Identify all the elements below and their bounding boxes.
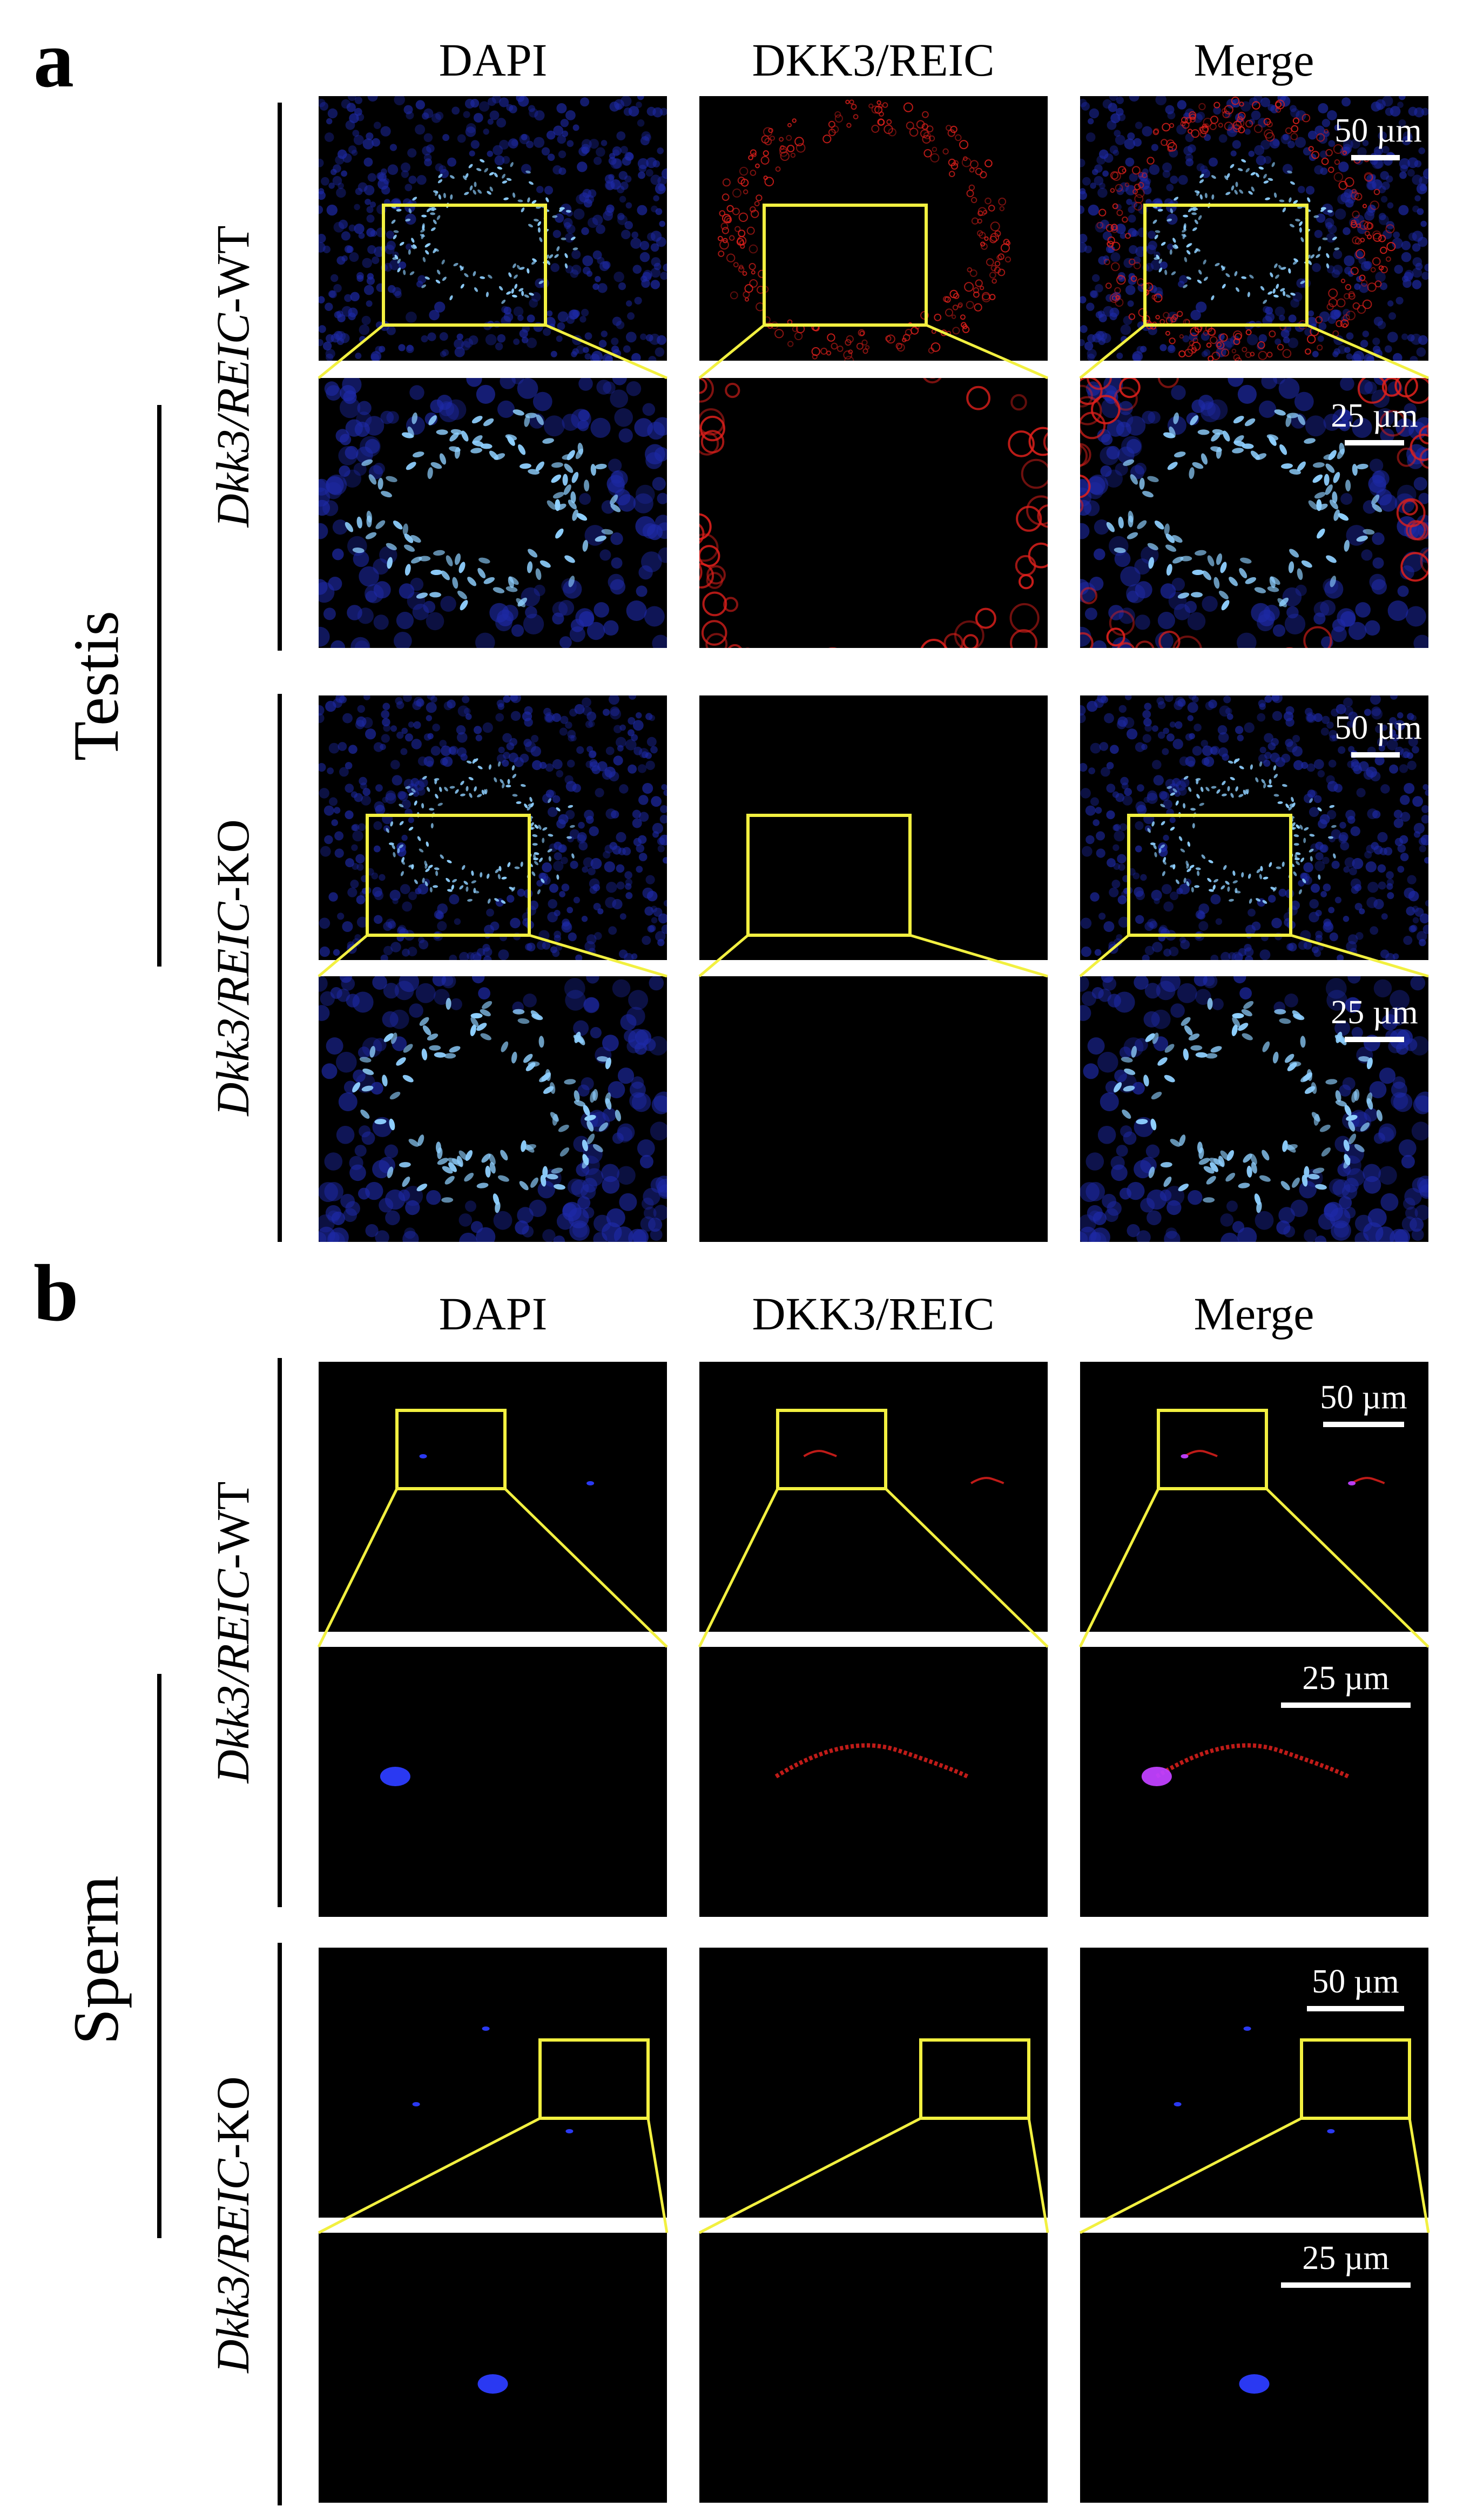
panel-a-tile-ko-overview-dkk3 — [699, 695, 1048, 960]
panel-a-tile-wt-overview-dapi — [319, 96, 667, 361]
panel-a-tile-wt-zoom-dkk3 — [699, 378, 1048, 648]
panel-a-tile-wt-overview-dkk3 — [699, 96, 1048, 361]
zoom-region-box — [776, 1409, 887, 1490]
panel-b-col-dapi: DAPI — [439, 1288, 548, 1340]
panel-a-tile-ko-overview-dapi — [319, 695, 667, 960]
panel-a-col-dkk3: DKK3/REIC — [752, 34, 994, 86]
panel-b-tile-wt-zoom-merge — [1080, 1647, 1428, 1917]
panel-b-col-dkk3: DKK3/REIC — [752, 1288, 994, 1340]
zoom-connector — [909, 934, 1048, 978]
panel-a-tile-ko-zoom-dkk3 — [699, 976, 1048, 1242]
panel-b-scalebars: 50 µm 25 µm 50 µm 25 µm — [1281, 1379, 1411, 2288]
panel-a-tile-wt-zoom-merge — [1080, 378, 1428, 648]
zoom-connector — [318, 2117, 541, 2234]
zoom-region-box — [382, 204, 547, 327]
panel-a-tile-ko-overview-merge — [1080, 695, 1428, 960]
panel-b-col-merge: Merge — [1194, 1288, 1314, 1340]
panel-a-col-merge: Merge — [1194, 34, 1314, 86]
panel-b-tile-wt-zoom-dkk3 — [699, 1647, 1048, 1917]
panel-b-tile-wt-overview-merge — [1080, 1362, 1428, 1632]
zoom-region-box — [1143, 204, 1309, 327]
panel-a-tile-wt-overview-merge — [1080, 96, 1428, 361]
zoom-region-box — [763, 204, 928, 327]
panel-a-tile-wt-zoom-dapi — [319, 378, 667, 648]
panel-b-tile-ko-zoom-dapi — [319, 2233, 667, 2503]
panel-a-tile-ko-zoom-merge — [1080, 976, 1428, 1242]
zoom-connector — [698, 324, 765, 379]
scale-label: 50 µm — [1334, 112, 1421, 149]
panel-a-tile-ko-zoom-dapi — [319, 976, 667, 1242]
zoom-connector — [1265, 1488, 1429, 1648]
panel-b-letter: b — [33, 1248, 78, 1338]
panel-a-group-label: Testis — [60, 611, 132, 761]
zoom-connector — [1079, 324, 1146, 379]
zoom-connector — [318, 934, 368, 977]
zoom-connector — [317, 1488, 399, 1648]
zoom-region-box — [1157, 1409, 1268, 1490]
zoom-connector — [545, 323, 667, 380]
panel-b-tile-wt-overview-dkk3 — [699, 1362, 1048, 1632]
zoom-connector — [698, 934, 749, 977]
panel-b-ko-label: Dkk3/REIC-KO — [207, 2076, 259, 2373]
panel-b-wt-label: Dkk3/REIC-WT — [207, 1482, 259, 1784]
zoom-connector — [529, 934, 667, 978]
panel-a: a DAPI DKK3/REIC Merge Testis Dkk3/REIC-… — [33, 15, 1429, 1242]
zoom-connector — [1306, 323, 1429, 380]
zoom-connector — [504, 1488, 668, 1648]
scale-label: 25 µm — [1331, 994, 1418, 1031]
zoom-connector — [1027, 2118, 1049, 2233]
scale-label: 25 µm — [1302, 1660, 1389, 1697]
zoom-connector — [1078, 1488, 1160, 1648]
scale-label: 50 µm — [1312, 1963, 1399, 2000]
zoom-connector — [1408, 2118, 1430, 2233]
zoom-connector — [1079, 2117, 1303, 2234]
panel-b-tile-ko-overview-dapi — [319, 1948, 667, 2218]
scale-label: 50 µm — [1334, 710, 1421, 746]
scale-label: 50 µm — [1320, 1379, 1407, 1416]
zoom-connector — [926, 323, 1048, 380]
zoom-connector — [1290, 934, 1429, 978]
zoom-connector — [318, 324, 385, 379]
panel-b: b DAPI DKK3/REIC Merge Sperm Dkk3/REIC-W… — [33, 1248, 1430, 2505]
scale-label: 25 µm — [1302, 2240, 1389, 2276]
zoom-region-box — [538, 2038, 650, 2120]
panel-b-tile-ko-overview-dkk3 — [699, 1948, 1048, 2218]
panel-b-tile-ko-zoom-dkk3 — [699, 2233, 1048, 2503]
panel-b-tile-ko-overview-merge — [1080, 1948, 1428, 2218]
zoom-region-box — [395, 1409, 507, 1490]
panel-a-scalebars: 50 µm 25 µm 50 µm 25 µm — [1331, 112, 1422, 1042]
zoom-connector — [698, 2117, 922, 2234]
zoom-region-box — [746, 814, 912, 937]
zoom-region-box — [919, 2038, 1030, 2120]
panel-a-wt-label: Dkk3/REIC-WT — [207, 226, 259, 528]
panel-b-tile-ko-zoom-merge — [1080, 2233, 1428, 2503]
zoom-region-box — [1300, 2038, 1411, 2120]
zoom-connector — [698, 1488, 779, 1648]
panel-b-tile-wt-zoom-dapi — [319, 1647, 667, 1917]
panel-a-ko-label: Dkk3/REIC-KO — [207, 819, 259, 1116]
panel-a-col-dapi: DAPI — [439, 34, 548, 86]
panel-b-group-label: Sperm — [60, 1875, 132, 2044]
panel-a-letter: a — [33, 15, 74, 104]
panel-b-tile-wt-overview-dapi — [319, 1362, 667, 1632]
zoom-region-box — [366, 814, 531, 937]
zoom-connector — [1079, 934, 1130, 977]
zoom-connector — [885, 1488, 1049, 1648]
zoom-connector — [646, 2118, 669, 2233]
zoom-region-box — [1127, 814, 1292, 937]
scale-label: 25 µm — [1331, 397, 1418, 434]
